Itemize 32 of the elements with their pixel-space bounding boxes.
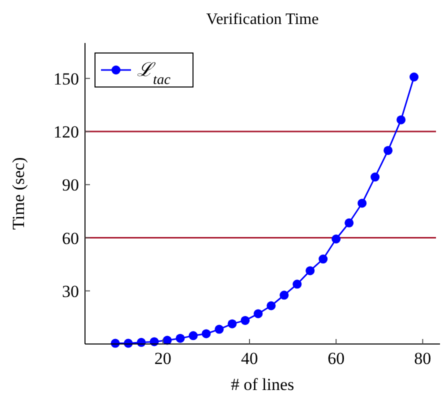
- point: [306, 266, 315, 276]
- chart-title: Verification Time: [206, 11, 319, 28]
- y-tick-label: 30: [62, 282, 79, 301]
- x-tick-label: 20: [154, 349, 172, 368]
- y-tick-label: 120: [54, 122, 79, 142]
- legend-label: ℒ$_{tac}$: [137, 60, 172, 88]
- point: [266, 301, 276, 310]
- x-tick-label: 80: [414, 349, 432, 368]
- point: [396, 115, 406, 124]
- point: [344, 218, 354, 228]
- y-tick-label: 60: [62, 228, 79, 248]
- point: [358, 198, 367, 208]
- point: [332, 234, 341, 244]
- x-tick-label: 60: [328, 349, 345, 368]
- y-tick-label: 150: [54, 69, 79, 88]
- point: [254, 309, 263, 318]
- point: [410, 72, 419, 82]
- point: [370, 172, 380, 182]
- point: [384, 146, 393, 155]
- y-axis-title: Time (sec): [9, 157, 28, 230]
- point: [176, 334, 185, 343]
- x-tick-label: 40: [241, 349, 258, 368]
- y-tick-label: 90: [62, 176, 79, 195]
- point: [202, 329, 211, 338]
- point: [292, 280, 302, 289]
- point: [240, 316, 250, 325]
- point: [188, 331, 198, 340]
- point: [280, 290, 289, 300]
- point: [214, 324, 224, 334]
- x-axis-title: # of lines: [230, 375, 294, 394]
- point: [228, 319, 237, 328]
- point: [318, 254, 328, 264]
